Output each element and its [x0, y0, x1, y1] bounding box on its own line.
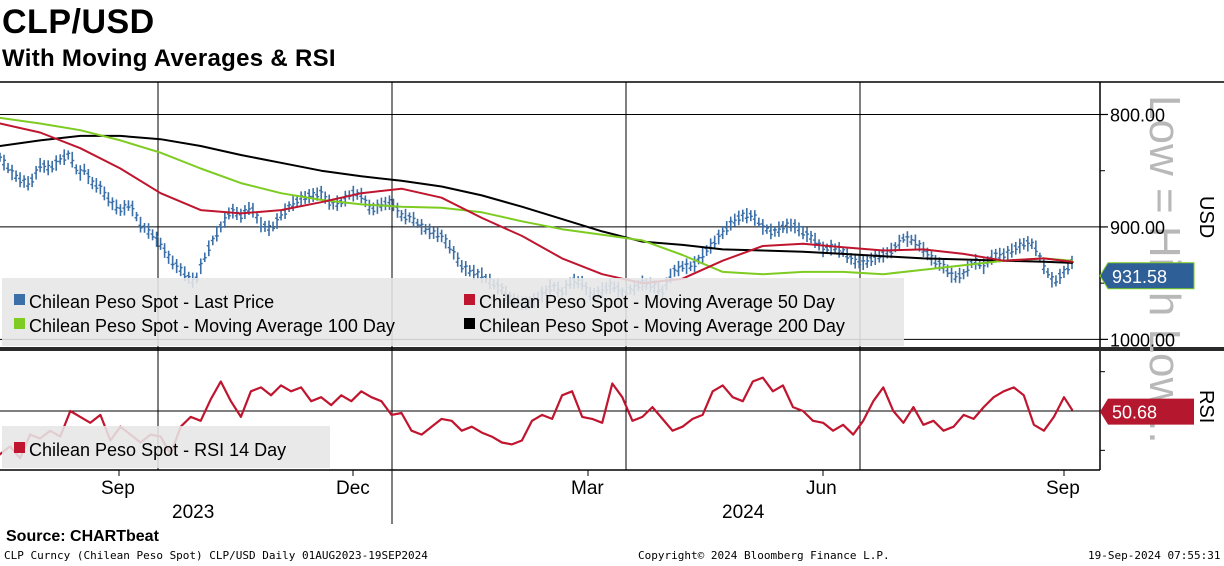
x-tick-label-3: Jun: [806, 478, 837, 499]
legend-label-2: Chilean Peso Spot - Moving Average 100 D…: [29, 316, 395, 336]
ma100-line: [0, 116, 1073, 276]
rsi-axis-title: RSI: [1195, 390, 1217, 423]
chart-subtitle: With Moving Averages & RSI: [2, 45, 336, 72]
last-price-tag: [1099, 262, 1195, 290]
axis-labels: 800.00 900.00 1000.00 USD RSI Sep Dec Mar Jun Sep…: [101, 105, 1217, 523]
rsi-legend-box: [2, 426, 330, 468]
price-axis-title: USD: [1195, 196, 1217, 238]
footer-timestamp: 19-Sep-2024 07:55:31: [1088, 549, 1221, 562]
panel-divider[interactable]: [0, 347, 1224, 351]
legend-label-0: Chilean Peso Spot - Last Price: [29, 292, 274, 312]
x-tick-label-4: Sep: [1046, 478, 1080, 499]
legend-swatch-2: [14, 318, 25, 329]
ma50-line: [0, 122, 1073, 285]
price-tick-label-0: 800.00: [1110, 105, 1165, 125]
price-tick-label-2: 1000.00: [1110, 330, 1175, 350]
x-tick-label-0: Sep: [101, 478, 135, 499]
legend-label-1: Chilean Peso Spot - Moving Average 50 Da…: [479, 292, 835, 312]
legend-swatch-0: [14, 294, 25, 305]
price-legend-box: [2, 278, 904, 346]
rsi-legend-label: Chilean Peso Spot - RSI 14 Day: [29, 440, 286, 460]
source-label: Source: CHARTbeat: [6, 528, 159, 545]
footer-ticker-info: CLP Curncy (Chilean Peso Spot) CLP/USD D…: [4, 549, 428, 562]
x-tick-label-2: Mar: [571, 478, 604, 499]
ma200-line: [0, 134, 1073, 264]
price-tick-label-1: 900.00: [1110, 218, 1165, 238]
year-label-0: 2023: [172, 502, 214, 523]
legend-swatch-1: [464, 294, 475, 305]
value-tags: 931.58 50.68: [1099, 262, 1195, 425]
moving-average-lines: [0, 116, 1073, 285]
rsi-value-tag: [1100, 398, 1194, 425]
rsi-value-tag-label: 50.68: [1112, 403, 1157, 423]
last-price-tag-label: 931.58: [1112, 267, 1167, 287]
chart-title: CLP/USD: [2, 3, 155, 41]
legend-group: Chilean Peso Spot - Last Price Chilean Pe…: [2, 278, 904, 468]
year-label-1: 2024: [722, 502, 765, 523]
x-tick-label-1: Dec: [336, 478, 370, 499]
footer-copyright: Copyright© 2024 Bloomberg Finance L.P.: [638, 549, 890, 562]
rsi-legend-swatch: [14, 442, 25, 453]
legend-swatch-3: [464, 318, 475, 329]
legend-label-3: Chilean Peso Spot - Moving Average 200 D…: [479, 316, 845, 336]
